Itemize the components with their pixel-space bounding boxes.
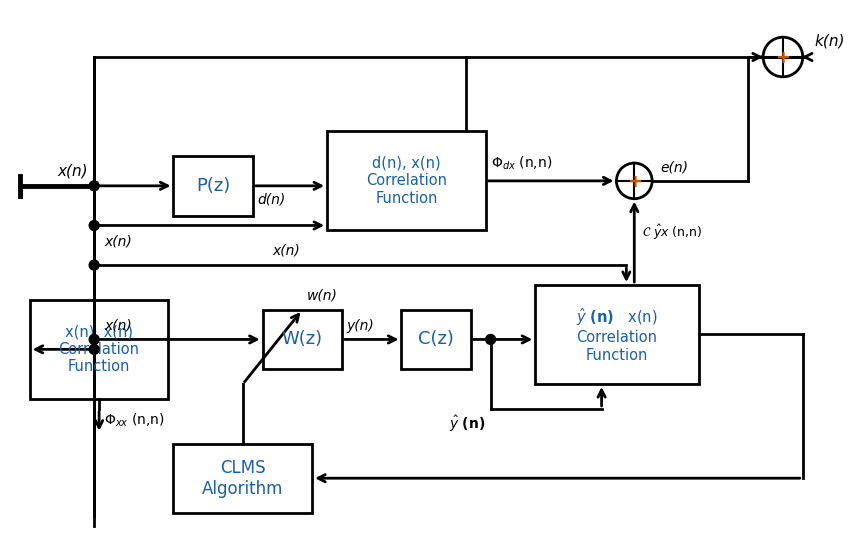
- Text: $\hat{y}$ $\mathbf{(n)}$: $\hat{y}$ $\mathbf{(n)}$: [449, 413, 486, 434]
- Bar: [173, 156, 253, 215]
- Bar: [402, 310, 470, 369]
- Text: x(n): x(n): [58, 163, 88, 179]
- Bar: [262, 310, 342, 369]
- Text: +: +: [775, 49, 790, 67]
- Bar: [327, 131, 486, 230]
- Text: $\Phi_{xx}$ (n,n): $\Phi_{xx}$ (n,n): [104, 412, 165, 430]
- Circle shape: [89, 260, 99, 270]
- Circle shape: [89, 181, 99, 191]
- Text: x(n), x(n)
Correlation
Function: x(n), x(n) Correlation Function: [59, 324, 139, 374]
- Text: CLMS
Algorithm: CLMS Algorithm: [202, 459, 284, 498]
- Bar: [535, 285, 699, 384]
- Text: x(n): x(n): [104, 319, 132, 333]
- Circle shape: [486, 334, 496, 344]
- Text: P(z): P(z): [196, 177, 230, 195]
- Text: C(z): C(z): [418, 330, 454, 348]
- Bar: [30, 300, 168, 399]
- Text: d(n), x(n)
Correlation
Function: d(n), x(n) Correlation Function: [366, 156, 447, 206]
- Text: y(n): y(n): [346, 319, 374, 333]
- Text: $\Phi_{dx}$ (n,n): $\Phi_{dx}$ (n,n): [491, 155, 552, 172]
- Text: W(z): W(z): [282, 330, 323, 348]
- Text: $\mathcal{C}$ $\hat{y}x$ (n,n): $\mathcal{C}$ $\hat{y}x$ (n,n): [642, 223, 703, 242]
- Text: x(n): x(n): [104, 234, 132, 248]
- Text: w(n): w(n): [307, 289, 338, 303]
- Circle shape: [89, 344, 99, 354]
- Text: e(n): e(n): [660, 160, 688, 174]
- Bar: [173, 444, 312, 513]
- Circle shape: [89, 220, 99, 230]
- Text: d(n): d(n): [258, 193, 286, 206]
- Text: $\hat{y}$ $\mathbf{(n)}$   x(n)
Correlation
Function: $\hat{y}$ $\mathbf{(n)}$ x(n) Correlatio…: [576, 306, 658, 363]
- Text: +: +: [627, 173, 642, 191]
- Text: k(n): k(n): [815, 33, 845, 49]
- Text: x(n): x(n): [273, 243, 301, 257]
- Circle shape: [89, 334, 99, 344]
